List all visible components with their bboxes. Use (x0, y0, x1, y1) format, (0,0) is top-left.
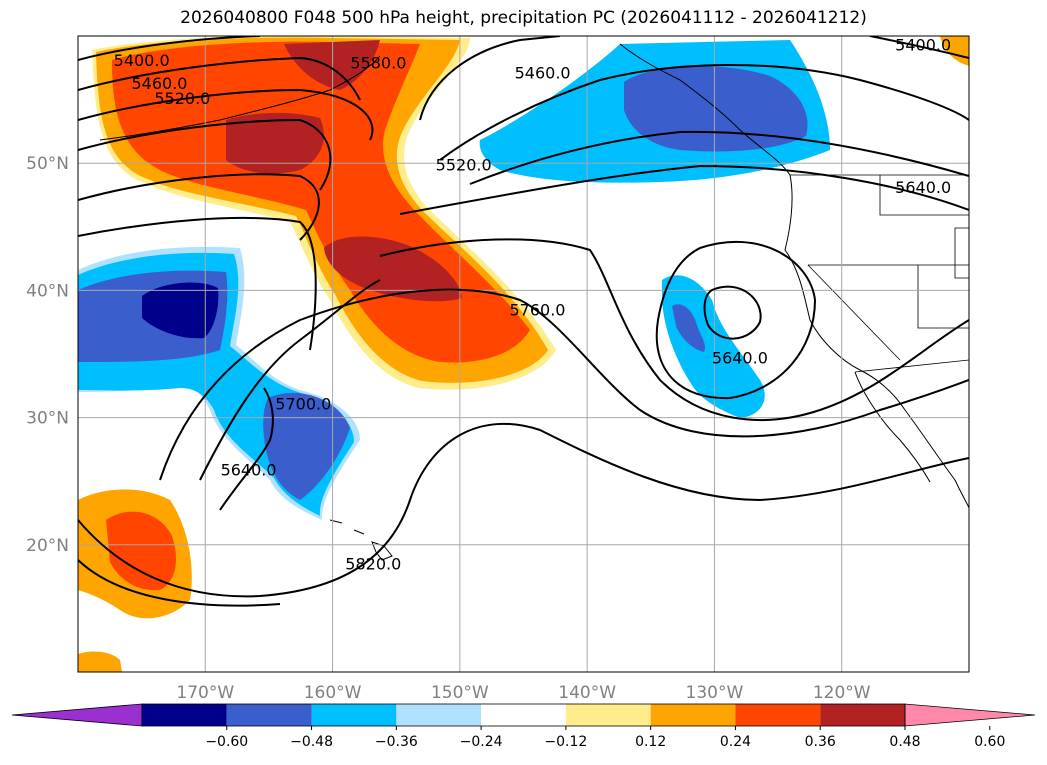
map-field: 5400.05460.05520.05580.05460.05520.05400… (78, 36, 969, 672)
colorbar-segment (142, 704, 227, 726)
contour-label: 5760.0 (510, 300, 566, 319)
longitude-labels: 170°W 160°W 150°W 140°W 130°W 120°W (176, 683, 870, 703)
contour-label: 5520.0 (154, 89, 210, 108)
colorbar-segment (311, 704, 397, 726)
border-box (954, 227, 969, 279)
colorbar-segment (565, 704, 651, 726)
precip-negative-darkblue (142, 282, 219, 339)
colorbar-tick-label: −0.60 (205, 734, 248, 750)
political-borders (790, 174, 969, 373)
precip-negative-blue-2 (263, 392, 350, 500)
colorbar-tick-label: −0.36 (375, 734, 418, 750)
colorbar-outline (141, 703, 906, 727)
contour-5520 (78, 88, 374, 141)
lon-tick-label: 150°W (431, 683, 489, 703)
precip-shading (78, 36, 969, 672)
lon-tick-label: 140°W (558, 683, 616, 703)
contour-label: 5580.0 (350, 54, 406, 73)
contour-label: 5520.0 (436, 155, 492, 174)
lon-tick-label: 120°W (813, 683, 871, 703)
precip-positive-sw-orangered (106, 511, 176, 591)
precip-positive-red-3 (284, 40, 380, 90)
contour-label: 5820.0 (345, 555, 401, 574)
colorbar-tick-label: −0.48 (290, 734, 333, 750)
colorbar-tick-label: 0.60 (974, 734, 1005, 750)
colorbar-tick-label: 0.36 (805, 734, 836, 750)
precip-positive-red-2 (324, 236, 462, 302)
contour-ne-4 (399, 164, 969, 215)
colorbar-extend-high (904, 703, 1036, 727)
precip-positive-topright (940, 36, 969, 66)
contour-labels: 5400.05460.05520.05580.05460.05520.05400… (114, 36, 952, 574)
colorbar-tick-label: 0.12 (635, 734, 666, 750)
map-title: 2026040800 F048 500 hPa height, precipit… (180, 8, 867, 28)
precip-positive-red (226, 112, 324, 174)
colorbar-extend-low (11, 703, 143, 727)
lon-tick-label: 160°W (304, 683, 362, 703)
latitude-labels: 50°N 40°N 30°N 20°N (26, 154, 69, 556)
coast-baja (854, 371, 931, 483)
contour-5400-east (869, 36, 969, 59)
contour-5700-w (78, 216, 317, 351)
height-contours (78, 36, 969, 607)
lon-tick-label: 130°W (686, 683, 744, 703)
contour-label: 5640.0 (221, 461, 277, 480)
contour-low-mid (655, 240, 817, 400)
contour-ne-3 (469, 130, 969, 185)
lat-tick-label: 40°N (26, 281, 69, 301)
colorbar-tick-label: −0.24 (460, 734, 503, 750)
contour-label: 5400.0 (895, 36, 951, 55)
colorbar-segment (820, 704, 905, 726)
coast-hawaii (329, 519, 393, 561)
colorbar-tick-label: 0.48 (889, 734, 920, 750)
gridlines (78, 36, 969, 672)
lat-tick-label: 20°N (26, 536, 69, 556)
lat-tick-label: 50°N (26, 154, 69, 174)
contour-5700-s (199, 279, 381, 481)
colorbar-segment (735, 704, 821, 726)
colorbar-tick-label: 0.24 (720, 734, 751, 750)
colorbar-segment (481, 704, 566, 726)
precip-positive-sw-bottom (78, 651, 122, 672)
contour-ne-2 (439, 64, 969, 161)
contour-5760 (159, 288, 969, 481)
contour-5640-s (219, 387, 274, 511)
contour-label: 5640.0 (712, 349, 768, 368)
border-us-mexico (854, 359, 969, 373)
contour-ne-1 (419, 36, 561, 121)
contour-label: 5460.0 (131, 74, 187, 93)
colorbar-segment (650, 704, 736, 726)
contour-label: 5640.0 (895, 178, 951, 197)
contour-5640-w (78, 173, 320, 241)
contour-label: 5700.0 (275, 394, 331, 413)
contour-5580 (78, 118, 332, 191)
coast-aleutians (99, 55, 381, 141)
contour-5880 (78, 559, 281, 607)
map-frame (77, 35, 970, 673)
contour-low-inner (703, 285, 762, 340)
contour-5400 (78, 36, 261, 61)
colorbar-segment (226, 704, 312, 726)
contour-low-outer (379, 238, 969, 421)
contour-label: 5460.0 (515, 64, 571, 83)
lon-tick-label: 170°W (176, 683, 234, 703)
colorbar-segment (396, 704, 482, 726)
colorbar-tick-label: −0.12 (544, 734, 587, 750)
colorbar (11, 703, 1036, 727)
coast-north-america (619, 43, 969, 509)
precip-negative-ca-blue (672, 304, 706, 352)
contour-5820 (78, 422, 969, 598)
contour-5460 (78, 56, 361, 101)
border-states (807, 175, 969, 361)
colorbar-tick-labels: −0.60 −0.48 −0.36 −0.24 −0.12 0.12 0.24 0.36 0.4… (205, 726, 1005, 750)
coastlines (99, 43, 969, 561)
contour-label: 5400.0 (114, 51, 170, 70)
lat-tick-label: 30°N (26, 409, 69, 429)
